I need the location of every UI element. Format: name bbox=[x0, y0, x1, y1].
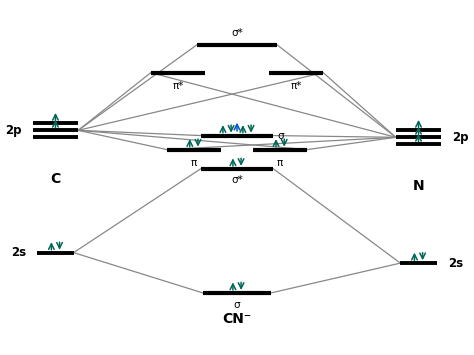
Text: 2p: 2p bbox=[5, 124, 21, 137]
Text: σ: σ bbox=[234, 300, 240, 310]
Text: π: π bbox=[191, 158, 197, 168]
Text: 2s: 2s bbox=[448, 257, 463, 269]
Text: σ*: σ* bbox=[231, 28, 243, 38]
Text: 2p: 2p bbox=[453, 131, 469, 144]
Text: π*: π* bbox=[290, 81, 301, 91]
Text: C: C bbox=[50, 172, 61, 186]
Text: 2s: 2s bbox=[11, 246, 26, 259]
Text: σ*: σ* bbox=[231, 175, 243, 185]
Text: π*: π* bbox=[173, 81, 184, 91]
Text: CN⁻: CN⁻ bbox=[222, 312, 252, 326]
Text: σ: σ bbox=[278, 131, 284, 141]
Text: π: π bbox=[277, 158, 283, 168]
Text: N: N bbox=[413, 179, 424, 193]
